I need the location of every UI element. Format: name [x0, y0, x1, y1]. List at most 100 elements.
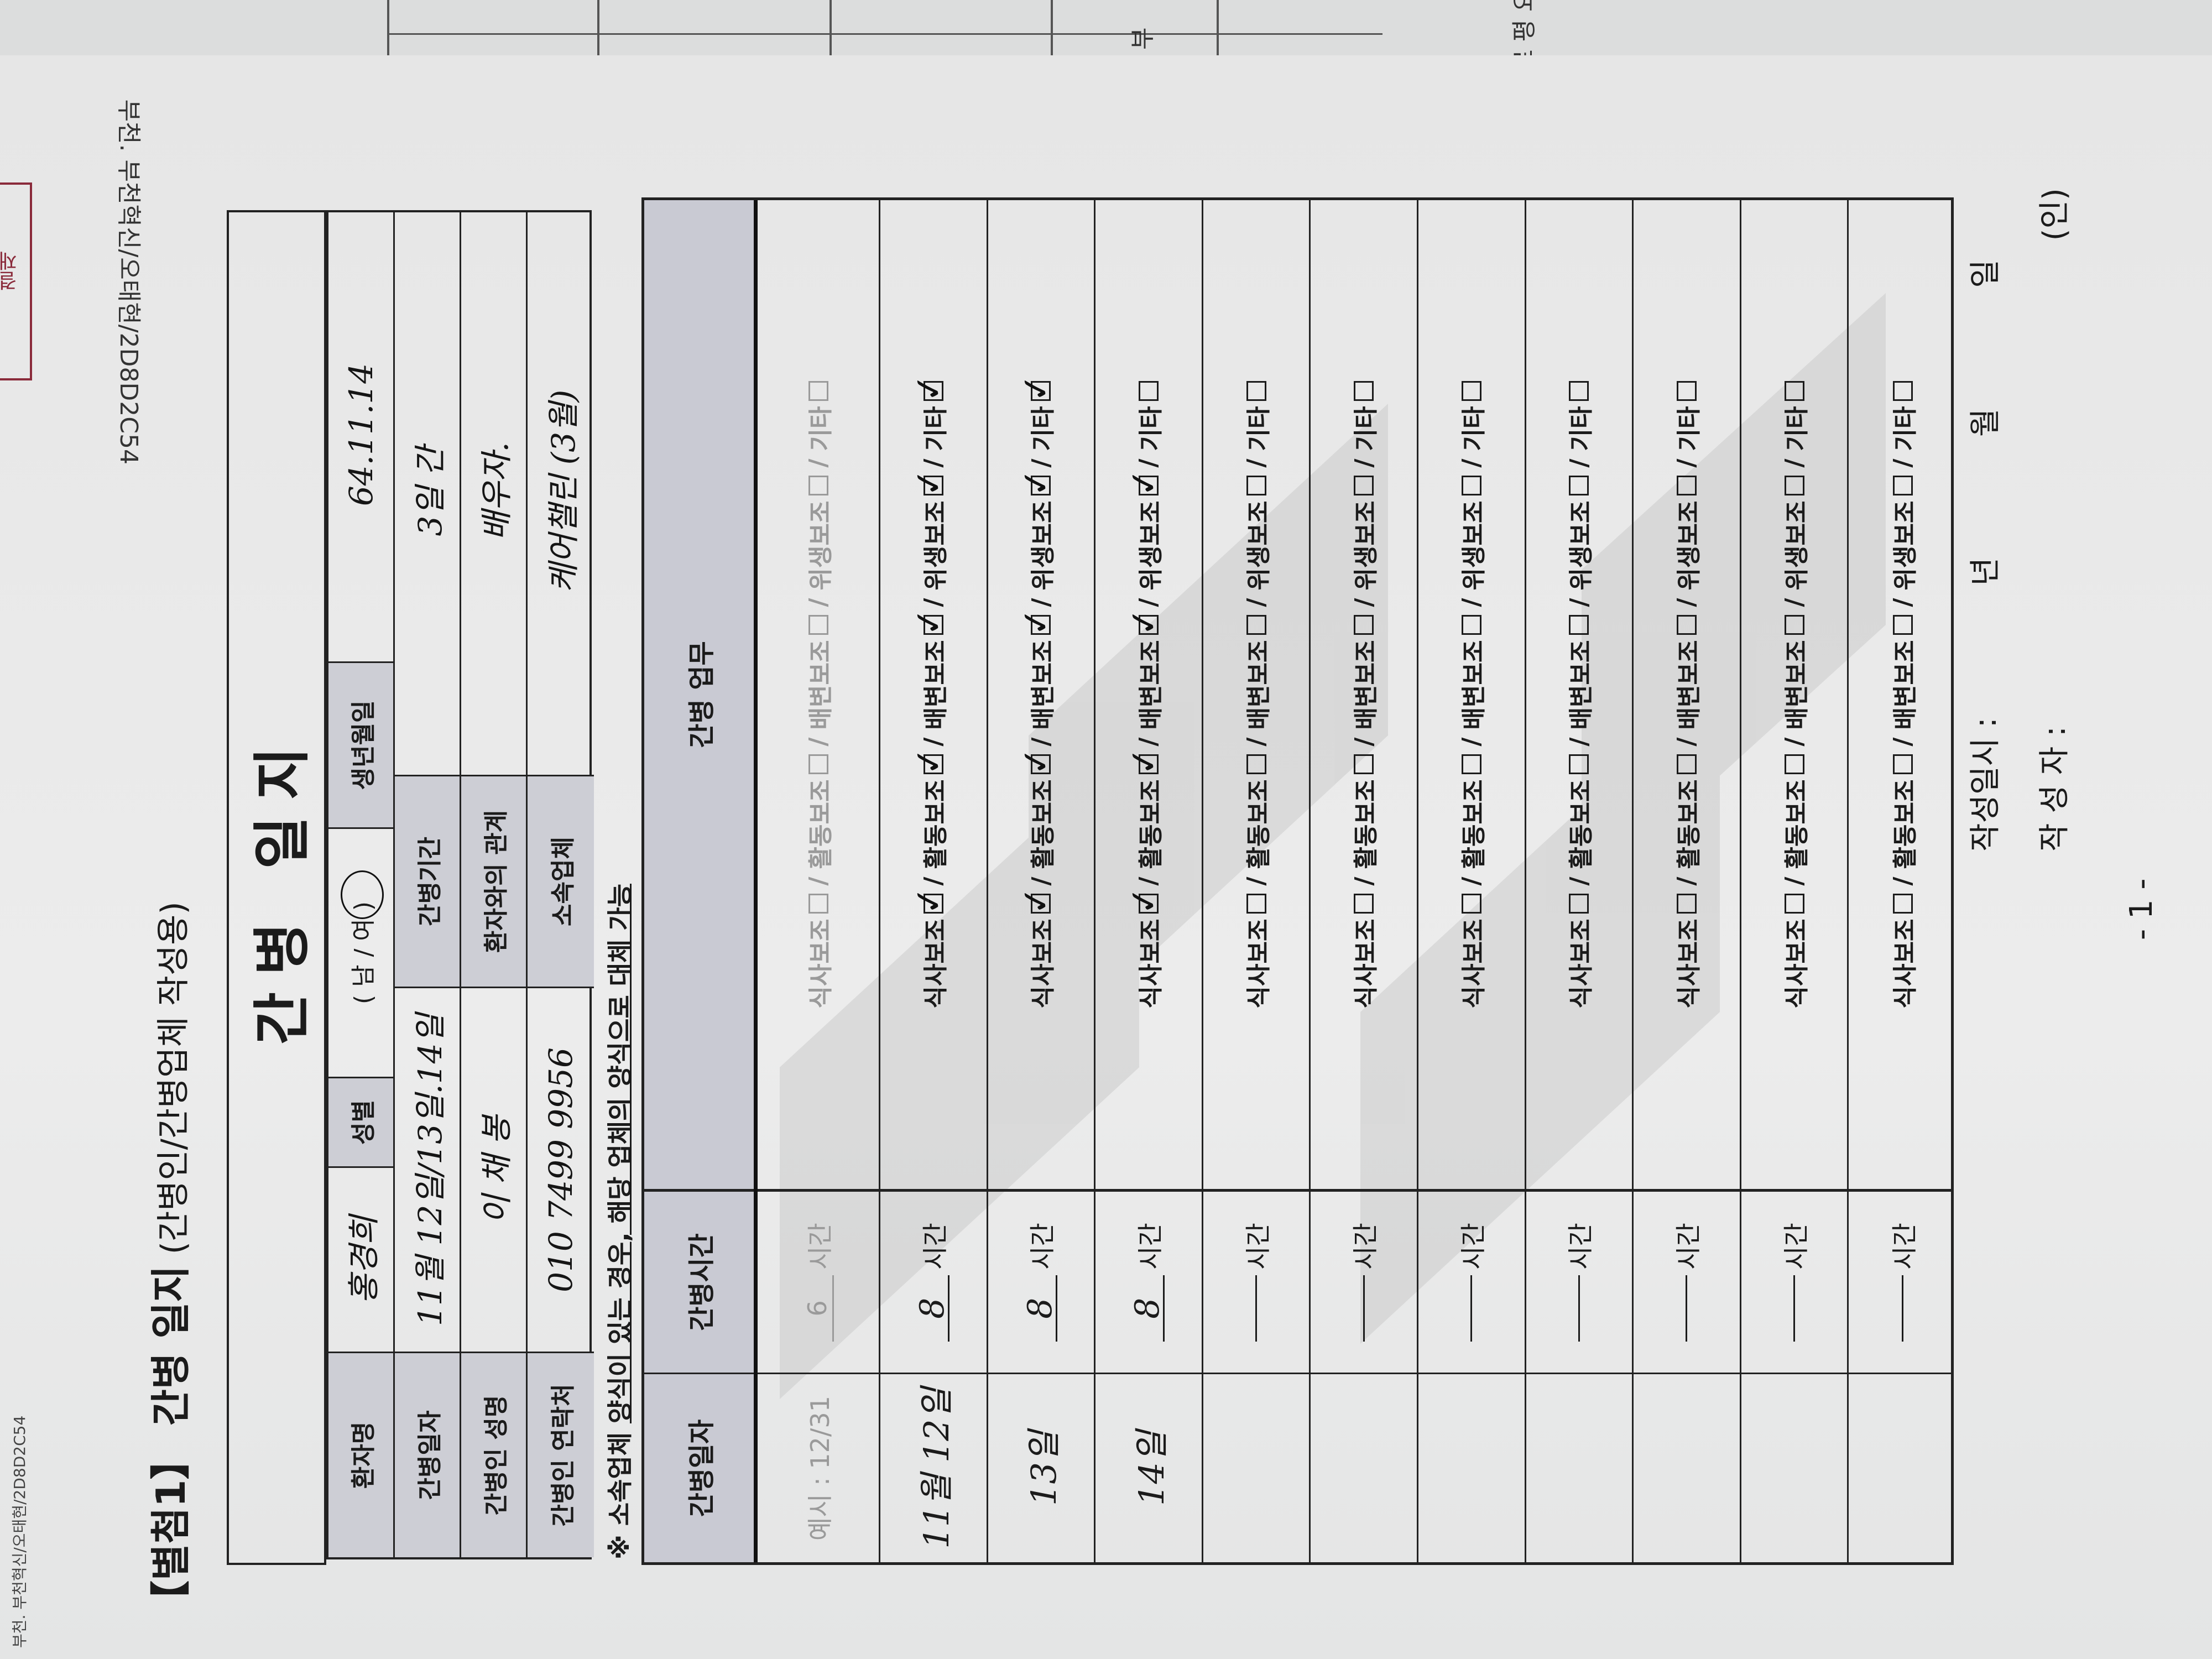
- date-cell[interactable]: [1741, 1373, 1848, 1562]
- checkbox[interactable]: [1354, 754, 1374, 774]
- hours-unit: 시간: [1135, 1223, 1165, 1270]
- date-cell[interactable]: 14일: [1095, 1373, 1202, 1562]
- hours-cell[interactable]: 시간: [1741, 1189, 1848, 1373]
- checkbox[interactable]: [1892, 380, 1913, 401]
- checkbox[interactable]: [1676, 475, 1697, 495]
- checkbox-checked[interactable]: ✓: [1014, 883, 1059, 917]
- checkbox-checked[interactable]: ✓: [1014, 604, 1059, 639]
- caregiver-name-field[interactable]: 이 채 봉: [461, 987, 526, 1352]
- date-cell[interactable]: [1849, 1373, 1954, 1562]
- checkbox-checked[interactable]: ✓: [906, 465, 951, 499]
- separator: /: [1349, 458, 1378, 468]
- checkbox[interactable]: [1784, 475, 1804, 495]
- checkbox[interactable]: [1246, 754, 1266, 774]
- checkbox[interactable]: [1676, 614, 1697, 635]
- checkbox[interactable]: [1354, 475, 1374, 495]
- checkbox[interactable]: [1892, 754, 1913, 774]
- date-cell[interactable]: 13일: [988, 1373, 1094, 1562]
- checkbox[interactable]: [1784, 614, 1804, 635]
- checkbox[interactable]: [1246, 893, 1266, 914]
- task-label: 위생보조: [1136, 500, 1165, 591]
- hours-cell[interactable]: 시간: [1849, 1189, 1954, 1373]
- checkbox[interactable]: [1461, 893, 1481, 914]
- checkbox[interactable]: [1138, 380, 1159, 401]
- page-number: - 1 -: [2124, 878, 2159, 940]
- checkbox[interactable]: [1569, 380, 1589, 401]
- hours-cell[interactable]: 8 시간: [1095, 1189, 1202, 1373]
- checkbox[interactable]: [1569, 614, 1589, 635]
- checkbox[interactable]: [1246, 614, 1266, 635]
- date-cell[interactable]: [1634, 1373, 1740, 1562]
- checkbox[interactable]: [1569, 754, 1589, 774]
- separator: /: [1349, 737, 1378, 747]
- care-dates-field[interactable]: 11월 12일/13일.14일: [395, 987, 460, 1352]
- task-label: 식사보조: [1891, 919, 1919, 1009]
- hours-cell[interactable]: 8 시간: [880, 1189, 987, 1373]
- checkbox[interactable]: [1676, 380, 1697, 401]
- checkbox[interactable]: [1784, 893, 1804, 914]
- checkbox-checked[interactable]: ✓: [906, 883, 951, 917]
- checkbox-checked[interactable]: ✓: [1122, 465, 1167, 499]
- checkbox[interactable]: [1676, 754, 1697, 774]
- checkbox[interactable]: [1892, 475, 1913, 495]
- checkbox[interactable]: [1246, 380, 1266, 401]
- checkbox-checked[interactable]: ✓: [906, 604, 951, 639]
- hours-cell[interactable]: 시간: [1634, 1189, 1740, 1373]
- checkbox[interactable]: [808, 893, 828, 914]
- date-cell[interactable]: 11월 12일: [880, 1373, 987, 1562]
- checkbox[interactable]: [1784, 380, 1804, 401]
- date-cell[interactable]: [1203, 1373, 1310, 1562]
- checkbox[interactable]: [1569, 475, 1589, 495]
- checkbox[interactable]: [1354, 380, 1374, 401]
- date-cell[interactable]: 예시 : 12/31: [758, 1373, 879, 1562]
- checkbox[interactable]: [808, 475, 828, 495]
- checkbox[interactable]: [1461, 754, 1481, 774]
- care-period-field[interactable]: 3일 간: [411, 446, 449, 536]
- hours-cell[interactable]: 8 시간: [988, 1189, 1094, 1373]
- hours-cell[interactable]: 시간: [1311, 1189, 1417, 1373]
- company-field[interactable]: 케어챌린 (3월): [545, 389, 582, 593]
- checkbox-checked[interactable]: ✓: [1014, 465, 1059, 499]
- date-cell[interactable]: [1311, 1373, 1417, 1562]
- caregiver-contact-field[interactable]: 010 7499 9956: [528, 987, 594, 1352]
- birth-field[interactable]: 64.11.14: [342, 363, 380, 507]
- hours-cell[interactable]: 시간: [1526, 1189, 1632, 1373]
- date-cell[interactable]: [1418, 1373, 1525, 1562]
- checkbox[interactable]: [1354, 893, 1374, 914]
- checkbox-checked[interactable]: ✓: [906, 370, 951, 405]
- checkbox[interactable]: [1354, 614, 1374, 635]
- checkbox[interactable]: [1676, 893, 1697, 914]
- checkbox[interactable]: [1461, 475, 1481, 495]
- checkbox[interactable]: [1461, 614, 1481, 635]
- checkbox[interactable]: [808, 380, 828, 401]
- checkbox-checked[interactable]: ✓: [1014, 370, 1059, 405]
- checkbox[interactable]: [808, 614, 828, 635]
- checkbox[interactable]: [1892, 893, 1913, 914]
- checkbox-checked[interactable]: ✓: [1122, 883, 1167, 917]
- hours-unit: 시간: [1027, 1223, 1058, 1270]
- table-row: 시간 식사보조 / 활동보조 / 배변보조 / 위생보조 / 기타: [1418, 200, 1526, 1562]
- checkbox[interactable]: [1569, 893, 1589, 914]
- sex-field[interactable]: ( 남 / 여 ): [328, 827, 393, 1077]
- checkbox-checked[interactable]: ✓: [1122, 604, 1167, 639]
- hours-cell[interactable]: 6 시간: [758, 1189, 879, 1373]
- checkbox[interactable]: [1892, 614, 1913, 635]
- task-label: 배변보조: [1352, 640, 1381, 730]
- checkbox-checked[interactable]: ✓: [1122, 743, 1167, 778]
- checkbox-checked[interactable]: ✓: [1014, 743, 1059, 778]
- checkbox[interactable]: [1784, 754, 1804, 774]
- task-label: 위생보조: [1891, 500, 1919, 591]
- patient-name-field[interactable]: 홍경희: [328, 1166, 393, 1352]
- date-cell[interactable]: [1526, 1373, 1632, 1562]
- checkbox[interactable]: [808, 754, 828, 774]
- tasks-cell: 식사보조 / 활동보조 / 배변보조 / 위생보조 / 기타: [1634, 200, 1740, 1189]
- checkbox[interactable]: [1461, 380, 1481, 401]
- hours-cell[interactable]: 시간: [1418, 1189, 1525, 1373]
- task-label: 활동보조: [1891, 779, 1919, 869]
- hours-cell[interactable]: 시간: [1203, 1189, 1310, 1373]
- author-line: 작 성 자 : (인): [2030, 188, 2074, 852]
- checkbox[interactable]: [1246, 475, 1266, 495]
- relation-field[interactable]: 배우자.: [477, 442, 515, 541]
- table-line: [387, 33, 1383, 35]
- checkbox-checked[interactable]: ✓: [906, 743, 951, 778]
